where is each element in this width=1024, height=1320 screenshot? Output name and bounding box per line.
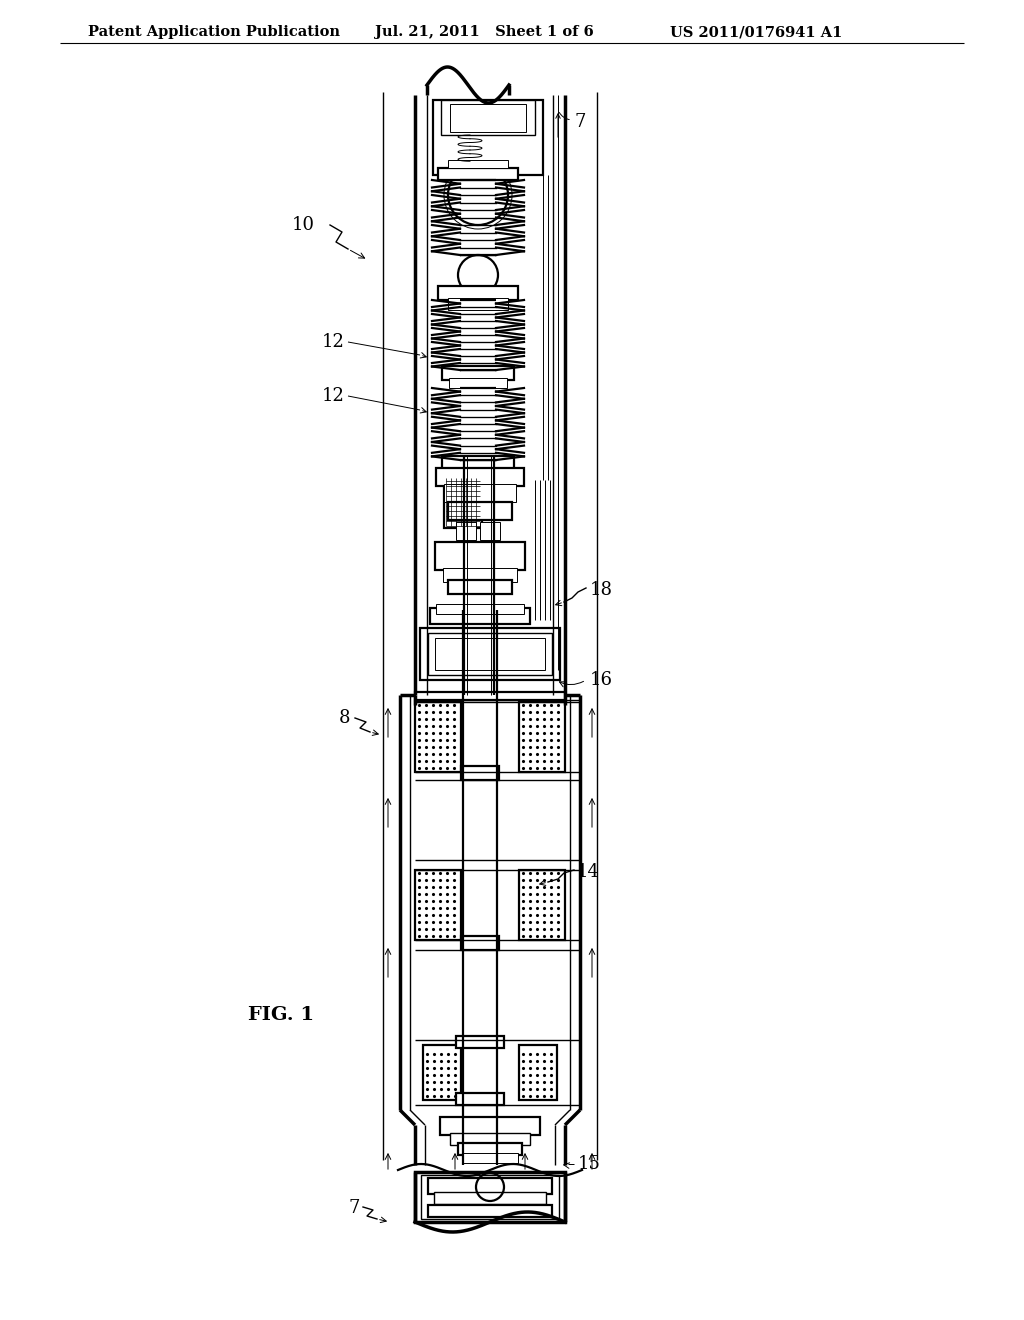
Bar — [435, 638, 545, 671]
Bar — [461, 766, 499, 780]
Bar — [421, 1175, 559, 1218]
Text: 16: 16 — [590, 671, 613, 689]
Bar — [438, 168, 518, 180]
Bar — [434, 1192, 546, 1204]
Bar — [458, 1143, 522, 1155]
Bar — [438, 286, 518, 300]
Text: 10: 10 — [292, 216, 315, 234]
Bar — [420, 628, 560, 680]
Bar — [436, 605, 524, 614]
Text: 12: 12 — [323, 387, 345, 405]
Bar — [428, 634, 552, 675]
Bar — [423, 1045, 461, 1100]
Bar — [433, 100, 543, 176]
Bar — [461, 936, 499, 950]
Bar — [519, 1045, 557, 1100]
Bar — [449, 579, 512, 594]
Bar — [415, 692, 565, 700]
Bar — [519, 702, 565, 772]
Bar — [449, 378, 507, 388]
Bar — [480, 521, 500, 540]
Bar — [428, 1177, 552, 1195]
Bar — [449, 502, 512, 520]
Text: Patent Application Publication: Patent Application Publication — [88, 25, 340, 40]
Bar — [442, 366, 514, 380]
Bar — [442, 455, 514, 470]
Text: 18: 18 — [590, 581, 613, 599]
Bar — [415, 702, 461, 772]
Text: 8: 8 — [339, 709, 350, 727]
Bar — [519, 870, 565, 940]
Bar — [430, 609, 530, 624]
Bar — [415, 1172, 565, 1222]
Text: 12: 12 — [323, 333, 345, 351]
Bar — [443, 568, 517, 582]
Bar — [449, 298, 508, 310]
Bar — [435, 543, 525, 570]
Bar — [449, 160, 508, 168]
Bar — [462, 1152, 518, 1163]
Bar — [441, 100, 535, 135]
Text: 14: 14 — [577, 863, 600, 880]
Text: 15: 15 — [578, 1155, 601, 1173]
Bar — [456, 521, 476, 540]
Text: Jul. 21, 2011   Sheet 1 of 6: Jul. 21, 2011 Sheet 1 of 6 — [375, 25, 594, 40]
Text: US 2011/0176941 A1: US 2011/0176941 A1 — [670, 25, 843, 40]
Text: FIG. 1: FIG. 1 — [248, 1006, 314, 1024]
Bar — [456, 1036, 504, 1048]
Bar — [456, 1093, 504, 1105]
Bar — [450, 1133, 530, 1144]
Bar — [444, 477, 482, 528]
Bar — [415, 870, 461, 940]
Text: 7: 7 — [348, 1199, 360, 1217]
Bar — [436, 469, 524, 486]
Bar — [440, 1117, 540, 1135]
Bar — [450, 104, 526, 132]
Text: 7: 7 — [575, 114, 587, 131]
Bar — [444, 484, 516, 502]
Bar — [428, 1205, 552, 1217]
